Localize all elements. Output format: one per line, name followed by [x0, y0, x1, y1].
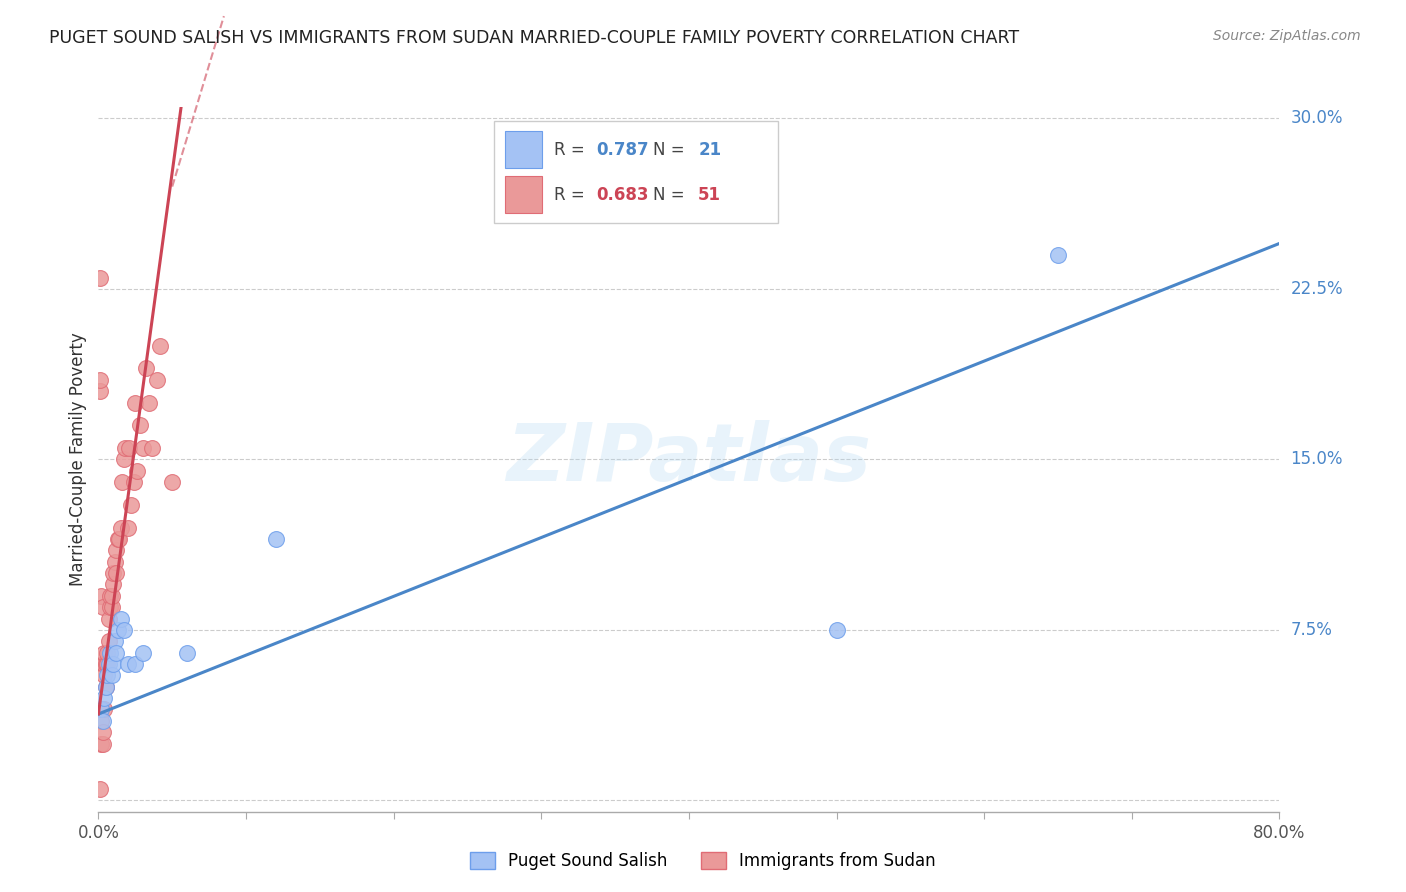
Point — [97, 611, 120, 625]
Point — [90, 737, 112, 751]
Point — [110, 611, 132, 625]
Text: ZIPatlas: ZIPatlas — [506, 420, 872, 499]
Point — [149, 339, 172, 353]
Text: 30.0%: 30.0% — [1291, 110, 1343, 128]
Point — [112, 452, 135, 467]
Point — [105, 566, 128, 580]
Point — [90, 714, 112, 728]
Point — [91, 657, 114, 671]
Text: PUGET SOUND SALISH VS IMMIGRANTS FROM SUDAN MARRIED-COUPLE FAMILY POVERTY CORREL: PUGET SOUND SALISH VS IMMIGRANTS FROM SU… — [49, 29, 1019, 46]
Point — [135, 361, 157, 376]
Point — [98, 589, 121, 603]
Point — [93, 646, 115, 660]
Point — [1046, 248, 1070, 262]
Point — [107, 623, 129, 637]
Point — [91, 725, 114, 739]
Point — [100, 668, 122, 682]
Point — [124, 395, 146, 409]
Point — [105, 646, 128, 660]
Point — [96, 668, 118, 682]
Point — [91, 737, 114, 751]
Point — [89, 384, 111, 399]
Point — [132, 646, 155, 660]
Point — [91, 714, 114, 728]
Point — [100, 600, 122, 615]
Point — [93, 691, 115, 706]
Point — [96, 657, 118, 671]
Point — [114, 441, 136, 455]
Point — [104, 634, 127, 648]
Point — [93, 702, 115, 716]
Point — [103, 577, 125, 591]
Point — [107, 532, 129, 546]
Point — [103, 657, 125, 671]
Point — [124, 657, 146, 671]
Point — [128, 418, 150, 433]
Text: Source: ZipAtlas.com: Source: ZipAtlas.com — [1213, 29, 1361, 43]
Text: 7.5%: 7.5% — [1291, 621, 1333, 639]
Point — [104, 555, 127, 569]
Point — [111, 475, 134, 489]
Point — [100, 589, 122, 603]
Point — [264, 532, 287, 546]
Point — [118, 441, 141, 455]
Point — [93, 668, 115, 682]
Point — [176, 646, 198, 660]
Point — [89, 373, 111, 387]
Point — [91, 600, 114, 615]
Point — [89, 782, 111, 797]
Point — [97, 657, 120, 671]
Point — [98, 600, 121, 615]
Point — [98, 646, 121, 660]
Point — [96, 646, 118, 660]
Point — [110, 520, 132, 534]
Y-axis label: Married-Couple Family Poverty: Married-Couple Family Poverty — [69, 333, 87, 586]
Point — [108, 532, 131, 546]
Point — [90, 589, 112, 603]
Point — [90, 702, 112, 716]
Text: 15.0%: 15.0% — [1291, 450, 1343, 468]
Point — [122, 475, 145, 489]
Point — [97, 634, 120, 648]
Point — [112, 623, 135, 637]
Point — [93, 657, 115, 671]
Point — [117, 657, 139, 671]
Point — [141, 441, 163, 455]
Point — [94, 680, 117, 694]
Point — [825, 623, 848, 637]
Point — [125, 464, 148, 478]
Point — [105, 543, 128, 558]
Point — [94, 680, 117, 694]
Point — [89, 270, 111, 285]
Text: 22.5%: 22.5% — [1291, 280, 1343, 298]
Point — [138, 395, 160, 409]
Point — [94, 657, 117, 671]
Legend: Puget Sound Salish, Immigrants from Sudan: Puget Sound Salish, Immigrants from Suda… — [464, 845, 942, 877]
Point — [103, 566, 125, 580]
Point — [90, 702, 112, 716]
Point — [132, 441, 155, 455]
Point — [162, 475, 183, 489]
Point — [117, 520, 139, 534]
Point — [146, 373, 169, 387]
Point — [120, 498, 142, 512]
